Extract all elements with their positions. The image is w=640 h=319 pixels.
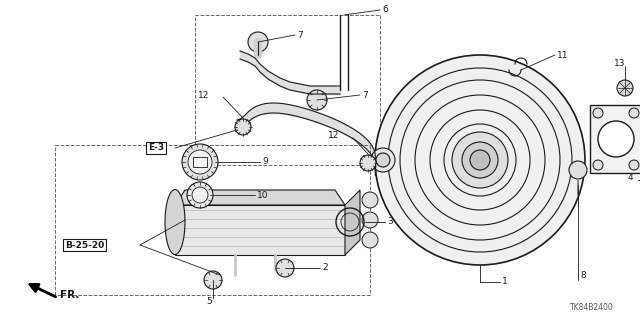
Circle shape [593, 160, 603, 170]
Ellipse shape [165, 189, 185, 255]
Text: TK84B2400: TK84B2400 [570, 303, 614, 313]
Text: 12: 12 [198, 91, 209, 100]
Text: 2: 2 [322, 263, 328, 272]
Text: 12: 12 [328, 131, 339, 140]
Text: 7: 7 [297, 31, 303, 40]
Text: 5: 5 [206, 298, 212, 307]
Circle shape [462, 142, 498, 178]
Circle shape [362, 212, 378, 228]
Text: FR.: FR. [60, 290, 79, 300]
Circle shape [371, 148, 395, 172]
Circle shape [307, 90, 327, 110]
Circle shape [569, 161, 587, 179]
Circle shape [593, 108, 603, 118]
Circle shape [376, 153, 390, 167]
Circle shape [204, 271, 222, 289]
Circle shape [362, 192, 378, 208]
Circle shape [629, 160, 639, 170]
Circle shape [452, 132, 508, 188]
Circle shape [470, 150, 490, 170]
Circle shape [248, 32, 268, 52]
Polygon shape [345, 190, 360, 255]
Text: 11: 11 [557, 50, 568, 60]
Text: 7: 7 [362, 91, 368, 100]
Text: B-25-20: B-25-20 [65, 241, 104, 249]
Text: 1: 1 [502, 278, 508, 286]
Bar [590, 105, 640, 173]
Circle shape [362, 232, 378, 248]
Text: 9: 9 [262, 158, 268, 167]
Bar [193, 157, 207, 167]
Circle shape [276, 259, 294, 277]
Text: E-3: E-3 [148, 144, 164, 152]
Circle shape [187, 182, 213, 208]
Circle shape [188, 150, 212, 174]
Circle shape [235, 119, 251, 135]
Polygon shape [175, 190, 345, 205]
Circle shape [617, 80, 633, 96]
Circle shape [192, 187, 208, 203]
Circle shape [598, 121, 634, 157]
Text: 13: 13 [614, 60, 626, 69]
Polygon shape [175, 205, 345, 255]
Text: 3: 3 [387, 218, 393, 226]
Circle shape [629, 108, 639, 118]
Circle shape [375, 55, 585, 265]
Text: 4: 4 [627, 174, 633, 182]
Text: 6: 6 [382, 5, 388, 14]
Text: 10: 10 [257, 190, 269, 199]
Circle shape [182, 144, 218, 180]
Circle shape [360, 155, 376, 171]
Text: 8: 8 [580, 271, 586, 279]
